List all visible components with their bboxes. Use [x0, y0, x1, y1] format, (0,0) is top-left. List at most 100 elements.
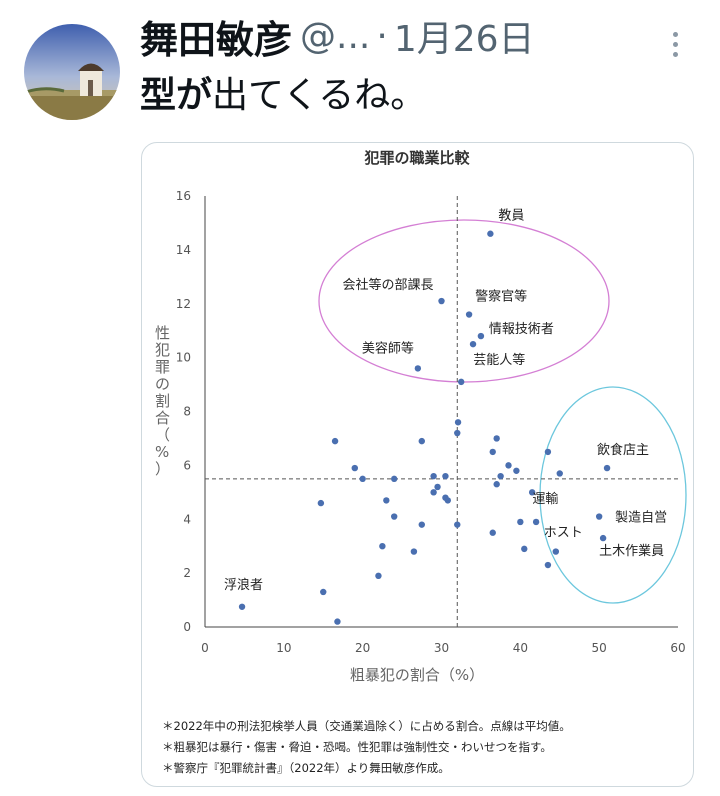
y-tick-label: 14: [176, 243, 191, 257]
data-point: [454, 419, 462, 426]
data-point: [442, 472, 449, 480]
tweet-header: 舞田敏彦 @... · 1月26日: [140, 12, 700, 62]
point-label: 美容師等: [362, 340, 414, 356]
data-point: [391, 513, 398, 520]
data-point: [418, 521, 425, 528]
data-point: [454, 521, 461, 528]
ellipse-cluster-right: [539, 386, 687, 604]
x-axis-label: 粗暴犯の割合（%）: [350, 666, 484, 684]
data-point: [497, 472, 504, 480]
x-tick-label: 40: [513, 641, 528, 655]
data-point: [458, 378, 465, 386]
data-point: [544, 561, 552, 569]
data-point: [454, 429, 461, 437]
data-point: [320, 588, 327, 596]
footnote-1: ＊2022年中の刑法犯検挙人員（交通業過除く）に占める割合。点線は平均値。: [162, 719, 571, 733]
highlight-ellipse-right: [539, 386, 687, 604]
data-point: [331, 437, 339, 445]
tweet-text: 型が出てくるね。: [140, 66, 426, 118]
data-point: [438, 297, 445, 305]
data-point: [469, 340, 477, 348]
profile-photo: [24, 24, 120, 120]
y-tick-label: 8: [183, 405, 191, 419]
data-point: [493, 435, 500, 442]
point-label: 芸能人等: [473, 352, 525, 368]
data-points: [238, 230, 611, 625]
x-tick-label: 20: [355, 641, 370, 655]
highlight-ellipse-top: [318, 219, 610, 383]
data-point: [552, 548, 560, 555]
point-label: 運輸: [532, 492, 558, 507]
data-point: [434, 483, 441, 491]
data-point: [489, 529, 496, 536]
point-label: 飲食店主: [597, 442, 649, 458]
footnote-3: ＊警察庁『犯罪統計書』（2022年）より舞田敏彦作成。: [162, 761, 450, 775]
y-axis-label: 性犯罪の割合（%）: [155, 324, 170, 478]
avatar[interactable]: [24, 24, 120, 120]
data-point: [410, 548, 418, 555]
data-point: [418, 437, 425, 445]
data-point: [379, 542, 386, 550]
data-point: [477, 332, 485, 340]
point-label: 情報技術者: [489, 322, 554, 337]
data-point: [487, 230, 494, 237]
y-tick-label: 16: [176, 189, 191, 203]
tweet-date[interactable]: 1月26日: [393, 19, 535, 60]
data-point: [489, 448, 496, 456]
data-point: [334, 618, 341, 625]
ellipse-cluster-top: [318, 219, 610, 383]
point-label: 会社等の部課長: [342, 277, 433, 293]
y-tick-label: 6: [183, 458, 191, 472]
data-point: [513, 467, 520, 474]
scatter-chart: 犯罪の職業比較 0 10 20 30 40 50 60 0 2 4 6 8 10 12 14 16 教員会社等…: [155, 149, 687, 775]
data-point: [517, 518, 524, 526]
point-label: 教員: [498, 208, 524, 224]
user-handle[interactable]: @...: [300, 15, 371, 57]
tweet-text-bold: 型が: [140, 75, 213, 116]
data-point: [493, 481, 500, 488]
data-point: [599, 534, 607, 542]
data-point: [505, 462, 512, 469]
x-tick-label: 0: [201, 641, 209, 655]
data-point: [556, 470, 563, 477]
data-point: [465, 311, 473, 318]
data-point: [375, 572, 382, 580]
tweet-text-rest: 出てくるね。: [212, 75, 427, 116]
point-labels: 教員会社等の部課長警察官等情報技術者美容師等芸能人等飲食店主運輸製造自営ホスト土…: [224, 208, 667, 593]
data-point: [430, 489, 437, 496]
point-label: 浮浪者: [224, 578, 263, 593]
x-tick-label: 10: [276, 641, 291, 655]
point-label: 警察官等: [475, 289, 527, 305]
data-point: [414, 365, 422, 372]
y-tick-label: 10: [176, 351, 191, 365]
point-label: 製造自営: [615, 511, 667, 526]
point-label: 土木作業員: [599, 543, 664, 559]
data-point: [528, 489, 536, 496]
y-tick-label: 2: [183, 566, 191, 580]
data-point: [351, 464, 358, 472]
data-point: [383, 497, 390, 504]
x-tick-label: 60: [670, 641, 685, 655]
footnote-2: ＊粗暴犯は暴行・傷害・脅迫・恐喝。性犯罪は強制性交・わいせつを指す。: [162, 740, 552, 754]
data-point: [317, 499, 325, 507]
data-point: [430, 472, 437, 480]
data-point: [391, 475, 398, 483]
data-point: [444, 497, 452, 504]
y-tick-label: 12: [176, 297, 191, 311]
chart-title: 犯罪の職業比較: [363, 149, 470, 167]
axis-ticks: 0 10 20 30 40 50 60 0 2 4 6 8 10 12 14 16: [176, 189, 686, 655]
point-label: ホスト: [544, 526, 583, 541]
data-point: [359, 475, 366, 483]
y-tick-label: 4: [183, 512, 191, 526]
tweet-image[interactable]: 犯罪の職業比較 0 10 20 30 40 50 60 0 2 4 6 8 10 12 14 16 教員会社等…: [141, 142, 694, 787]
x-tick-label: 50: [592, 641, 607, 655]
display-name[interactable]: 舞田敏彦: [140, 17, 293, 62]
data-point: [238, 603, 246, 610]
separator-dot: ·: [376, 15, 388, 57]
data-point: [521, 545, 528, 553]
x-tick-label: 30: [434, 641, 449, 655]
more-options-icon[interactable]: [660, 24, 690, 64]
data-point: [544, 448, 552, 456]
y-tick-label: 0: [183, 620, 191, 634]
data-point: [603, 464, 611, 472]
